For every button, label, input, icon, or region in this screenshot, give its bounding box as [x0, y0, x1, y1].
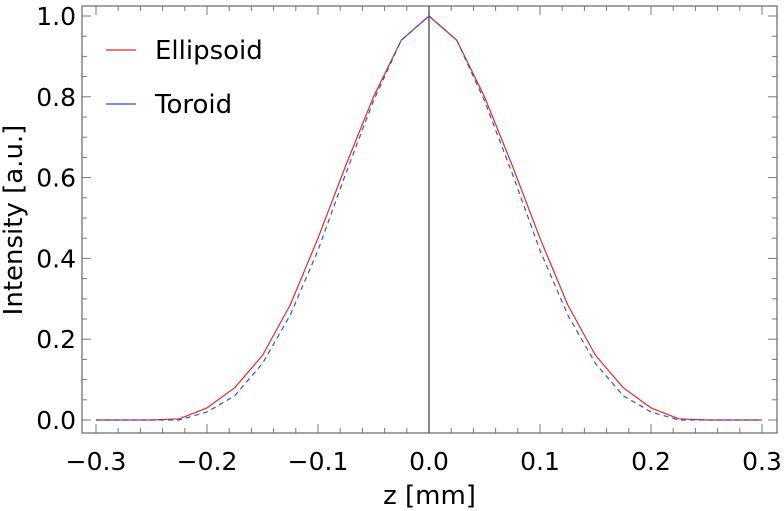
x-tick-label: 0.2 [631, 447, 671, 476]
plot-area [81, 5, 778, 434]
x-tick-label: 0.3 [742, 447, 782, 476]
x-tick-label: −0.3 [66, 447, 127, 476]
y-tick-labels: 0.0 0.2 0.4 0.6 0.8 1.0 [36, 2, 76, 435]
x-axis-label: z [mm] [383, 481, 476, 511]
legend-label-toroid: Toroid [154, 90, 232, 120]
legend-item-ellipsoid: Ellipsoid [106, 36, 263, 66]
legend-item-toroid: Toroid [106, 90, 232, 120]
x-tick-label: 0.1 [520, 447, 560, 476]
x-tick-label: −0.2 [177, 447, 238, 476]
y-tick-label: 1.0 [36, 2, 76, 31]
y-axis-label: Intensity [a.u.] [0, 125, 29, 316]
y-tick-label: 0.4 [36, 244, 76, 273]
legend-label-ellipsoid: Ellipsoid [155, 36, 263, 66]
series-lines [96, 15, 762, 421]
legend: Ellipsoid Toroid [106, 36, 263, 120]
x-tick-label: 0.0 [409, 447, 449, 476]
y-tick-label: 0.0 [36, 406, 76, 435]
x-tick-label: −0.1 [288, 447, 349, 476]
tick-marks [82, 6, 777, 433]
series-line-toroid [96, 15, 762, 421]
y-tick-label: 0.6 [36, 164, 76, 193]
y-tick-label: 0.2 [36, 325, 76, 354]
y-tick-label: 0.8 [36, 83, 76, 112]
x-tick-labels: −0.3 −0.2 −0.1 0.0 0.1 0.2 0.3 [66, 447, 782, 476]
